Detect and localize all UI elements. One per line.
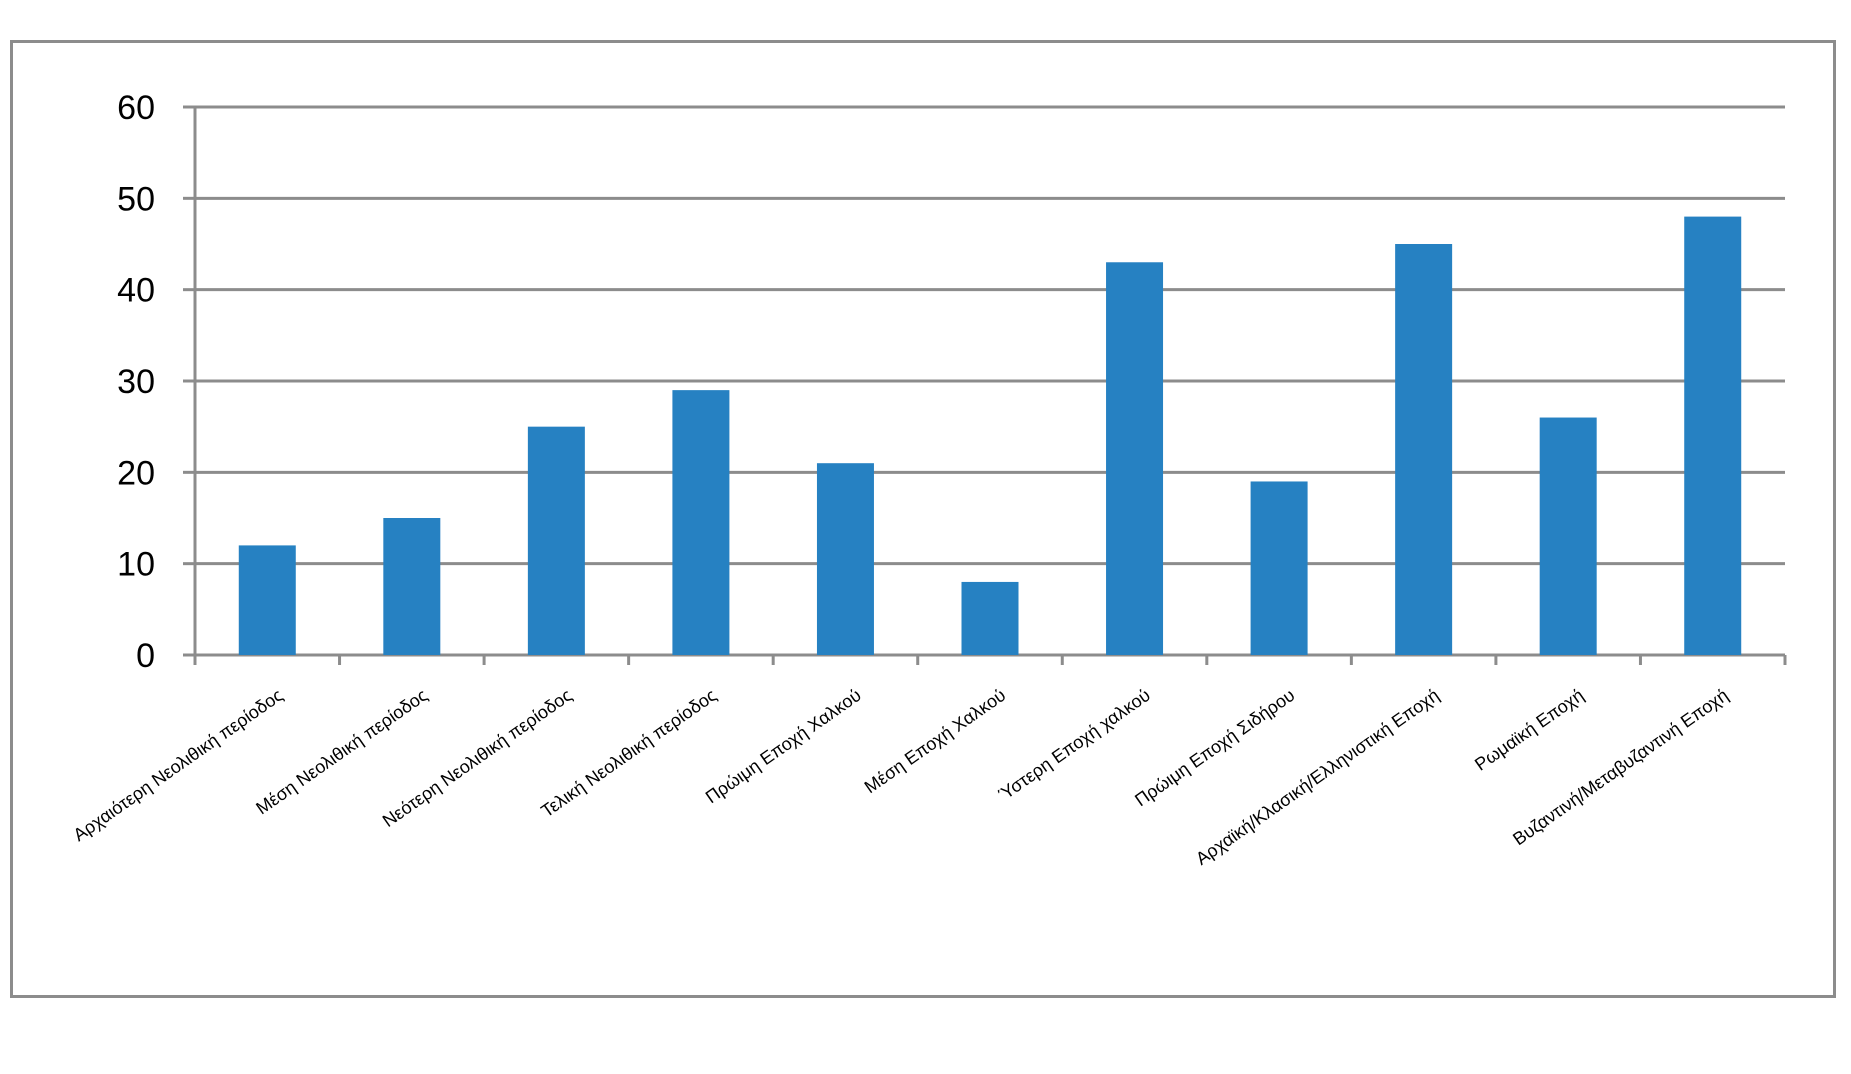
x-tick-label: Πρώιμη Εποχή Σιδήρου (1131, 685, 1298, 810)
y-tick-label: 10 (117, 546, 155, 584)
bar (961, 581, 1019, 655)
y-tick-label: 60 (117, 89, 155, 127)
bar (672, 390, 730, 655)
x-tick-label: Αρχαιότερη Νεολιθική περίοδος (70, 685, 287, 845)
bar (238, 545, 296, 655)
y-tick-label: 30 (117, 363, 155, 401)
bar (1684, 216, 1742, 655)
y-tick-label: 0 (136, 637, 155, 675)
y-tick-label: 20 (117, 454, 155, 492)
y-tick-label: 40 (117, 272, 155, 310)
x-tick-label: Μέση Εποχή Χαλκού (861, 685, 1010, 797)
x-tick-label: Αρχαϊκή/Κλασική/Ελληνιστική Εποχή (1192, 685, 1443, 869)
bar (1539, 417, 1597, 655)
bar (816, 463, 874, 655)
bar (1395, 244, 1453, 655)
bar (383, 518, 441, 655)
y-tick-label: 50 (117, 180, 155, 218)
bar (527, 426, 585, 655)
x-tick-label: Ύστερη Εποχή χαλκού (995, 685, 1154, 805)
x-tick-label: Ρωμαϊκή Εποχή (1471, 685, 1587, 775)
x-tick-label: Πρώιμη Εποχή Χαλκού (702, 685, 865, 807)
bar (1106, 262, 1164, 655)
bar (1250, 481, 1308, 655)
